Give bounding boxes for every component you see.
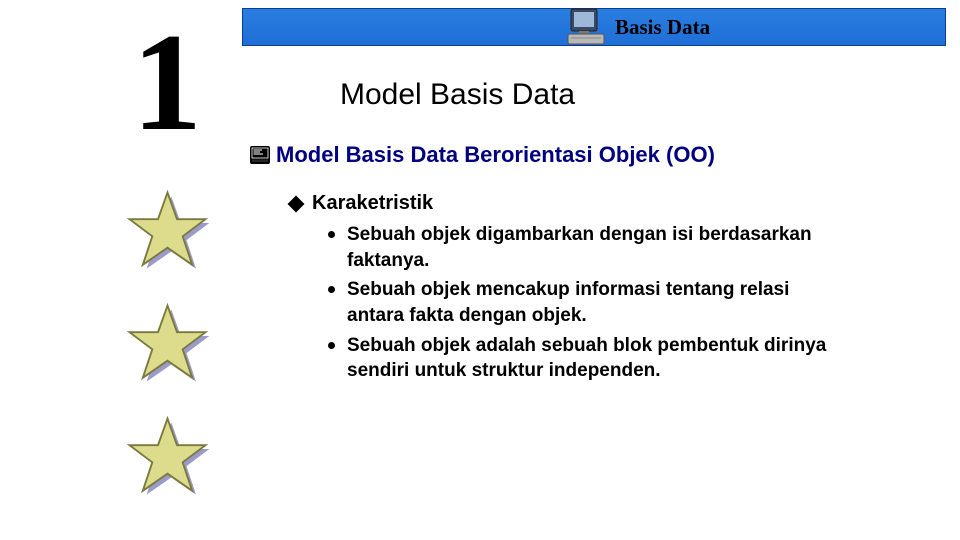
terminal-icon: [250, 146, 270, 164]
bullet-list: Sebuah objek digambarkan dengan isi berd…: [328, 222, 880, 388]
list-item: Sebuah objek adalah sebuah blok pembentu…: [328, 333, 880, 384]
star-column: [120, 185, 215, 524]
chapter-number-box: 1: [92, 8, 242, 158]
slide-title: Model Basis Data: [340, 78, 575, 112]
bullet-icon: [328, 231, 335, 238]
sub-heading: Karaketristik: [312, 192, 433, 215]
star-icon: [120, 298, 215, 393]
bullet-text: Sebuah objek mencakup informasi tentang …: [347, 277, 847, 328]
bullet-icon: [328, 342, 335, 349]
list-item: Sebuah objek mencakup informasi tentang …: [328, 277, 880, 328]
bullet-text: Sebuah objek digambarkan dengan isi berd…: [347, 222, 847, 273]
list-item: Sebuah objek digambarkan dengan isi berd…: [328, 222, 880, 273]
section-heading: Model Basis Data Berorientasi Objek (OO): [276, 142, 715, 168]
bullet-icon: [328, 286, 335, 293]
sub-heading-row: Karaketristik: [290, 192, 433, 215]
bullet-text: Sebuah objek adalah sebuah blok pembentu…: [347, 333, 847, 384]
header-title: Basis Data: [615, 15, 710, 40]
chapter-number: 1: [132, 13, 202, 153]
section-heading-row: Model Basis Data Berorientasi Objek (OO): [250, 142, 715, 168]
star-icon: [120, 185, 215, 280]
header-bar: Basis Data: [242, 8, 946, 46]
star-icon: [120, 411, 215, 506]
computer-icon: [565, 5, 609, 49]
diamond-icon: [288, 195, 305, 212]
